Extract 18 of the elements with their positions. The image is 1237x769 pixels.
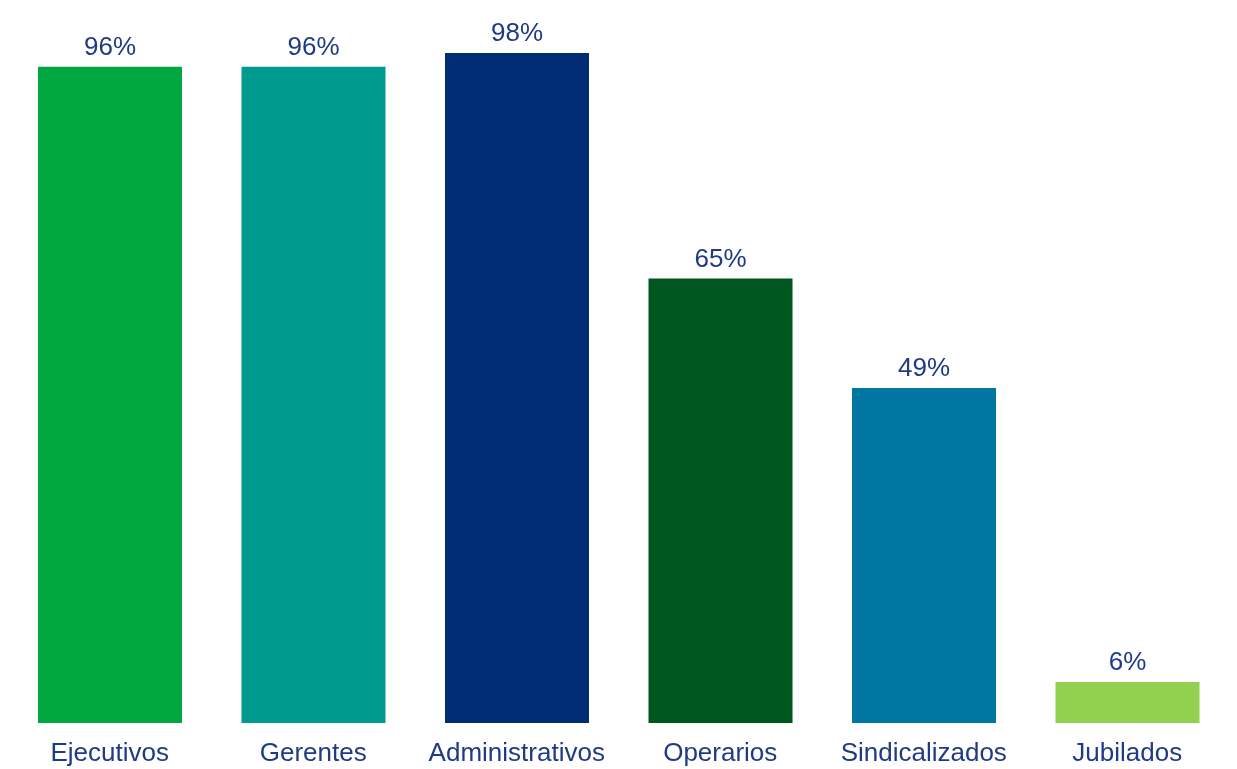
x-tick-label: Sindicalizados: [840, 737, 1007, 768]
bar: [1055, 681, 1200, 723]
bar: [445, 53, 589, 723]
data-label: 49%: [897, 352, 951, 382]
data-label: 96%: [287, 30, 340, 61]
x-tick-label: Gerentes: [259, 737, 367, 768]
bar: [852, 388, 996, 723]
data-label: 65%: [694, 242, 747, 273]
x-tick-label: Administrativos: [428, 737, 605, 768]
x-tick-label: Jubilados: [1072, 737, 1183, 768]
x-tick-label: Operarios: [663, 737, 778, 768]
bar: [38, 66, 182, 723]
data-label: 98%: [490, 17, 544, 47]
bar: [241, 66, 386, 723]
bar: [648, 278, 793, 723]
x-tick-label: Ejecutivos: [50, 737, 169, 768]
data-label: 6%: [1108, 645, 1147, 676]
data-label: 96%: [83, 30, 137, 61]
